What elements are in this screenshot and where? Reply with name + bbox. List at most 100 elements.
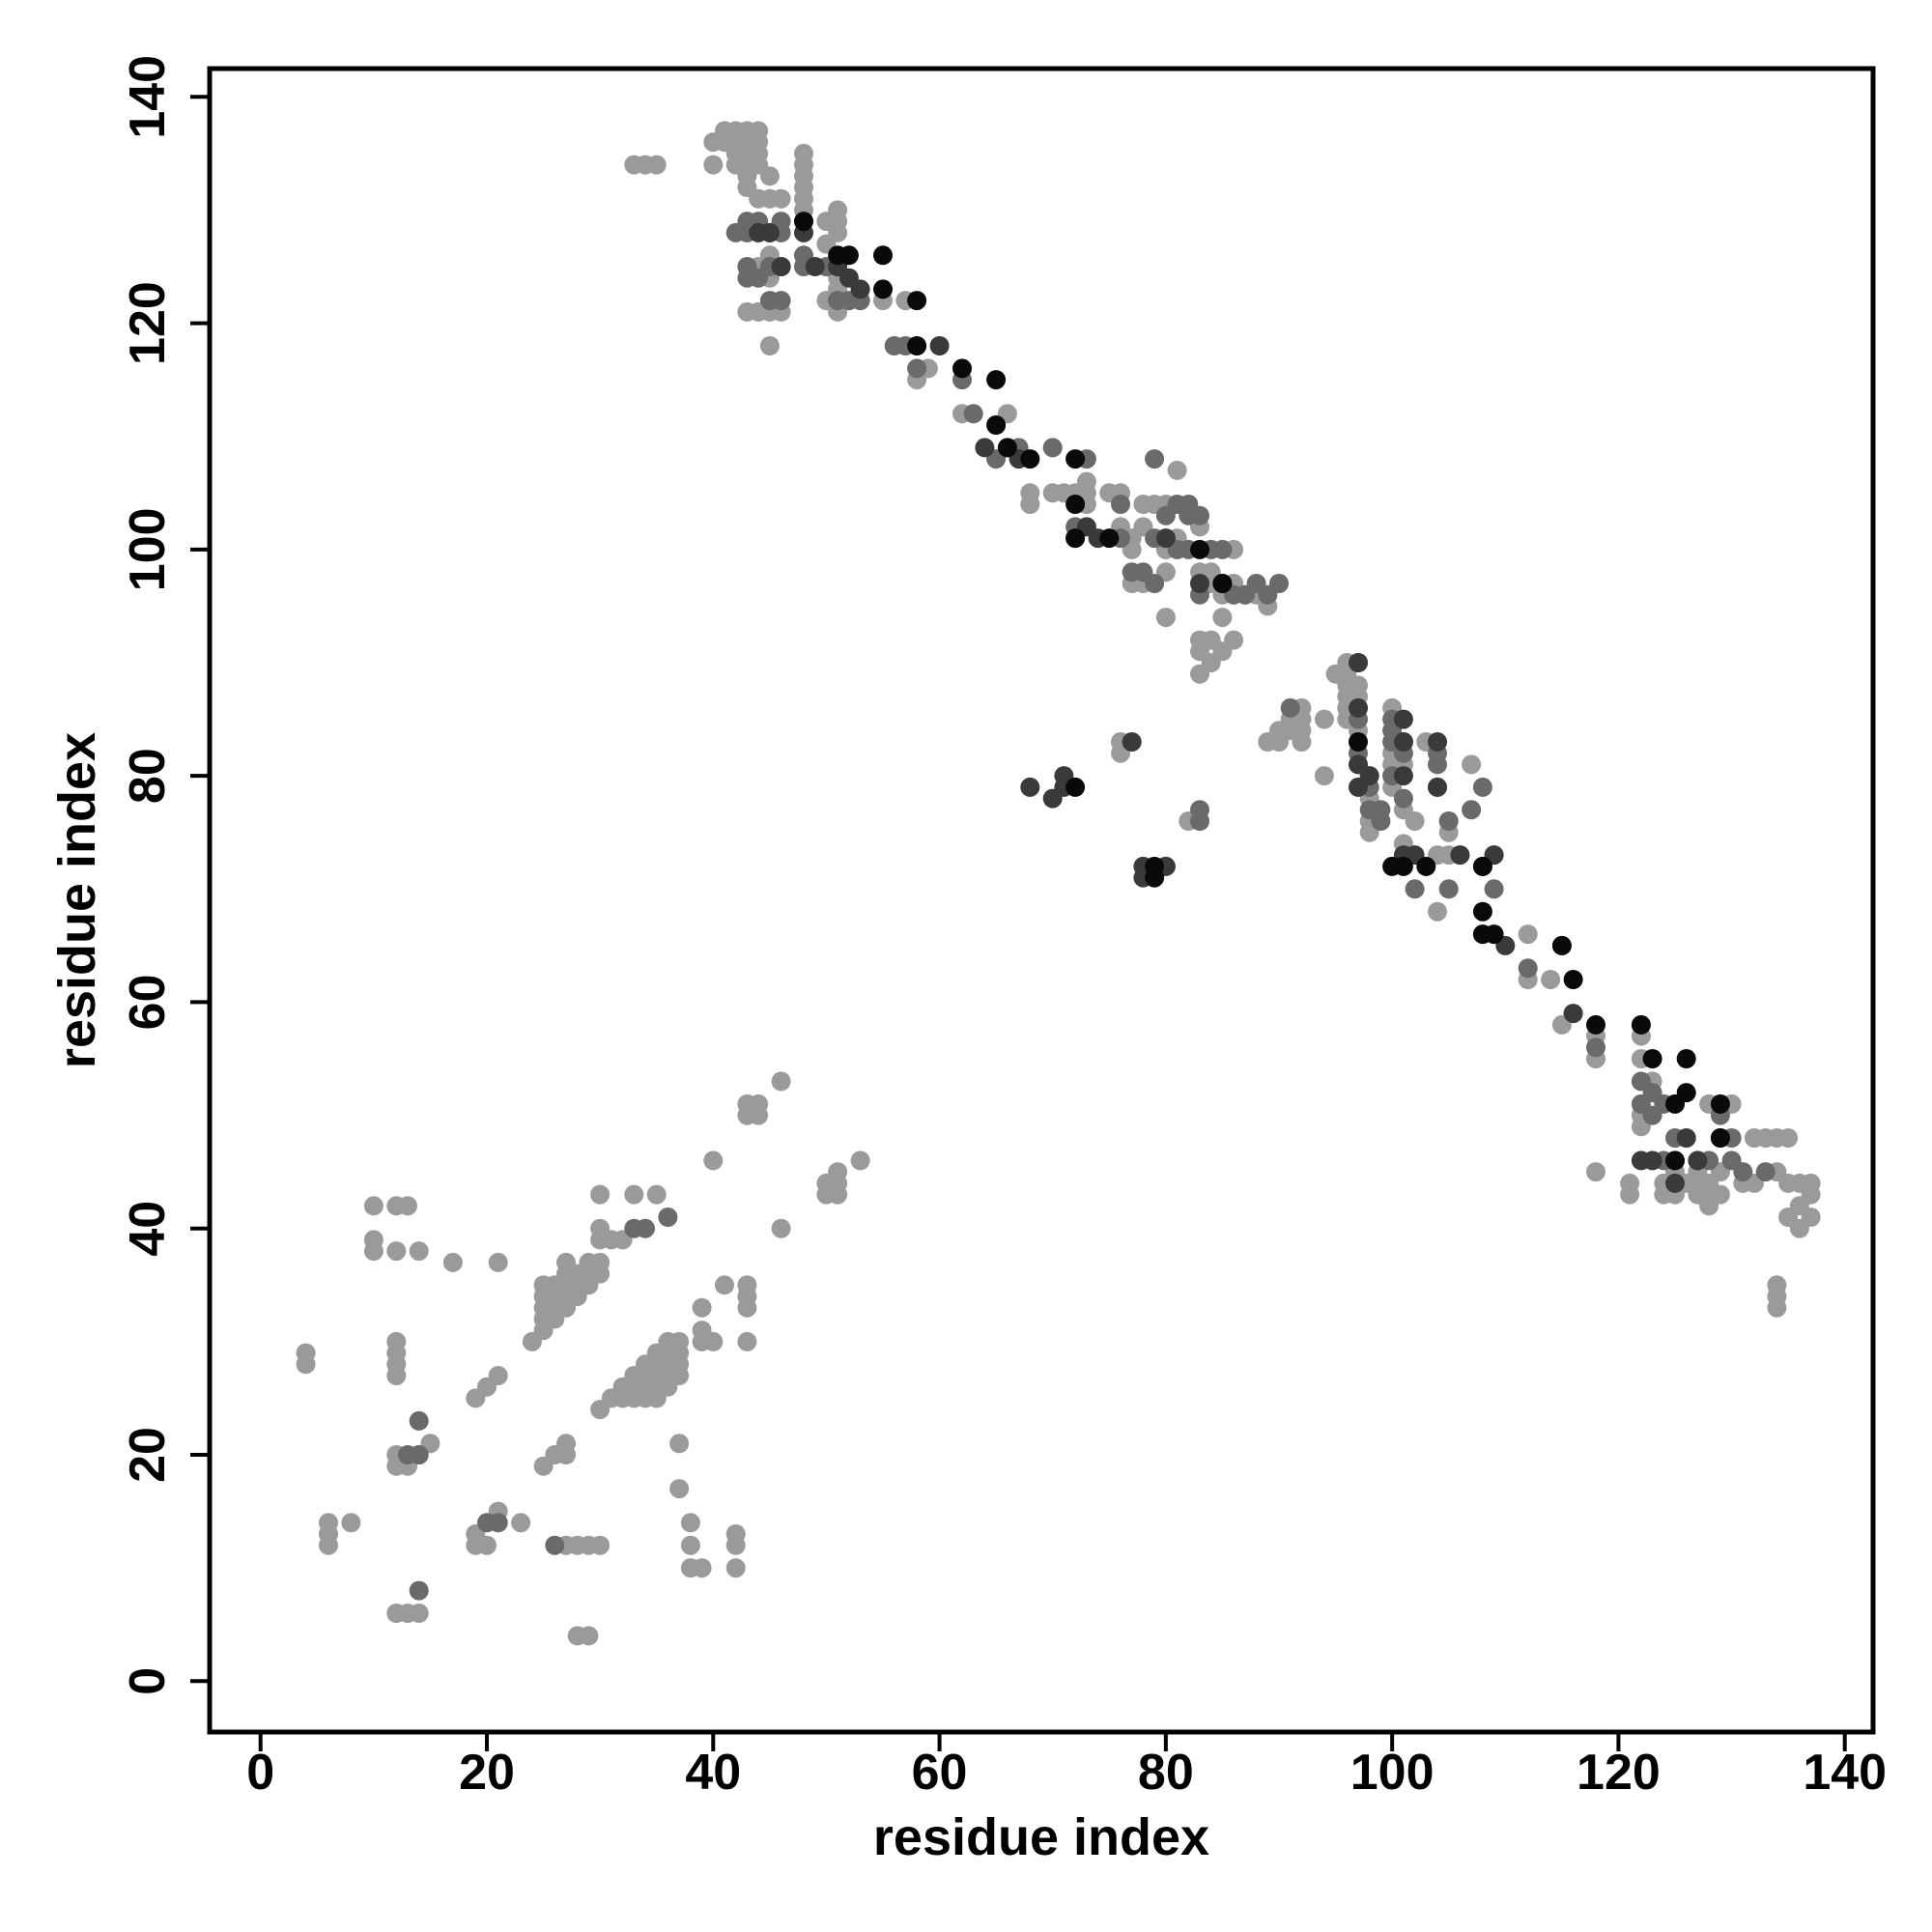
data-point xyxy=(1676,1049,1696,1068)
data-point xyxy=(794,143,813,163)
data-point xyxy=(850,279,870,299)
data-point xyxy=(907,358,927,379)
data-point xyxy=(488,1252,508,1272)
data-point xyxy=(409,1604,429,1623)
data-point xyxy=(442,1252,463,1272)
data-point xyxy=(386,1241,407,1262)
data-point xyxy=(669,1434,690,1454)
data-points xyxy=(296,121,1821,1646)
data-point xyxy=(1359,766,1379,786)
x-axis: 0 20 40 60 80 100 120 140 xyxy=(246,1732,1887,1801)
data-point xyxy=(409,1241,429,1262)
data-point xyxy=(1688,1151,1708,1171)
data-point xyxy=(1472,777,1492,797)
data-point xyxy=(692,1297,712,1318)
data-point xyxy=(873,245,893,266)
data-point xyxy=(1755,1162,1776,1182)
data-point xyxy=(1518,958,1538,979)
data-point xyxy=(1642,1151,1662,1171)
data-point xyxy=(749,121,769,141)
data-point xyxy=(1076,471,1096,492)
data-point xyxy=(1212,574,1233,593)
x-tick-label: 40 xyxy=(685,1745,741,1801)
data-point xyxy=(1145,856,1165,876)
data-point xyxy=(1541,970,1561,989)
data-point xyxy=(1393,856,1413,876)
data-point xyxy=(1586,1014,1605,1035)
data-point xyxy=(1111,495,1130,514)
data-point xyxy=(1416,856,1436,876)
data-point xyxy=(1314,709,1334,729)
data-point xyxy=(545,1535,565,1555)
data-point xyxy=(1462,754,1482,775)
data-point xyxy=(1190,574,1209,593)
data-point xyxy=(759,222,780,242)
data-point xyxy=(986,370,1007,390)
data-point xyxy=(1314,766,1334,786)
data-point xyxy=(363,1230,384,1250)
data-point xyxy=(1472,901,1492,922)
data-point xyxy=(590,1535,611,1555)
data-point xyxy=(1167,460,1187,480)
y-tick-label: 120 xyxy=(120,281,176,365)
data-point xyxy=(1020,449,1040,469)
data-point xyxy=(1405,811,1425,831)
data-point xyxy=(1393,709,1413,729)
data-point xyxy=(1393,788,1413,809)
data-point xyxy=(1563,970,1583,989)
data-point xyxy=(1710,1184,1730,1205)
data-point xyxy=(646,155,667,175)
data-point xyxy=(488,1513,508,1533)
data-point xyxy=(1145,574,1165,593)
data-point xyxy=(636,1218,655,1238)
x-tick-label: 80 xyxy=(1138,1745,1194,1801)
y-tick-label: 20 xyxy=(120,1427,176,1483)
data-point xyxy=(1551,935,1572,955)
data-point xyxy=(1665,1173,1685,1193)
x-tick-label: 0 xyxy=(246,1745,274,1801)
data-point xyxy=(1563,1004,1583,1024)
data-point xyxy=(398,1196,417,1216)
data-point xyxy=(1065,495,1086,514)
x-tick-label: 20 xyxy=(459,1745,515,1801)
data-point xyxy=(692,1558,712,1578)
data-point xyxy=(771,188,791,209)
data-point xyxy=(715,1275,734,1295)
data-point xyxy=(1428,732,1447,752)
data-point xyxy=(1438,879,1459,899)
data-point xyxy=(624,1184,644,1205)
data-point xyxy=(1642,1049,1662,1068)
data-point xyxy=(409,1445,429,1464)
data-point xyxy=(1349,675,1368,696)
data-point xyxy=(771,291,791,311)
x-tick-label: 140 xyxy=(1803,1745,1887,1801)
data-point xyxy=(579,1626,599,1646)
data-point xyxy=(590,1252,611,1272)
data-point xyxy=(907,336,927,355)
data-point xyxy=(749,1094,769,1114)
data-point xyxy=(963,404,983,424)
data-point xyxy=(771,1071,791,1092)
data-point xyxy=(1586,1162,1605,1182)
data-point xyxy=(1620,1173,1640,1193)
y-tick-label: 100 xyxy=(120,507,176,591)
y-tick-label: 80 xyxy=(120,748,176,804)
data-point xyxy=(1484,924,1504,945)
data-point xyxy=(1631,1014,1651,1035)
data-point xyxy=(1145,449,1165,469)
data-point xyxy=(828,1162,848,1182)
data-point xyxy=(1428,777,1447,797)
data-point xyxy=(1393,732,1413,752)
y-tick-label: 60 xyxy=(120,975,176,1031)
data-point xyxy=(409,1580,429,1601)
data-point xyxy=(1405,879,1425,899)
data-point xyxy=(488,1366,508,1385)
data-point xyxy=(1212,608,1233,628)
data-point xyxy=(1586,1037,1605,1058)
data-point xyxy=(873,279,893,299)
data-point xyxy=(1462,800,1482,820)
data-point xyxy=(1212,539,1233,559)
data-point xyxy=(1733,1162,1753,1182)
data-point xyxy=(1224,630,1244,650)
